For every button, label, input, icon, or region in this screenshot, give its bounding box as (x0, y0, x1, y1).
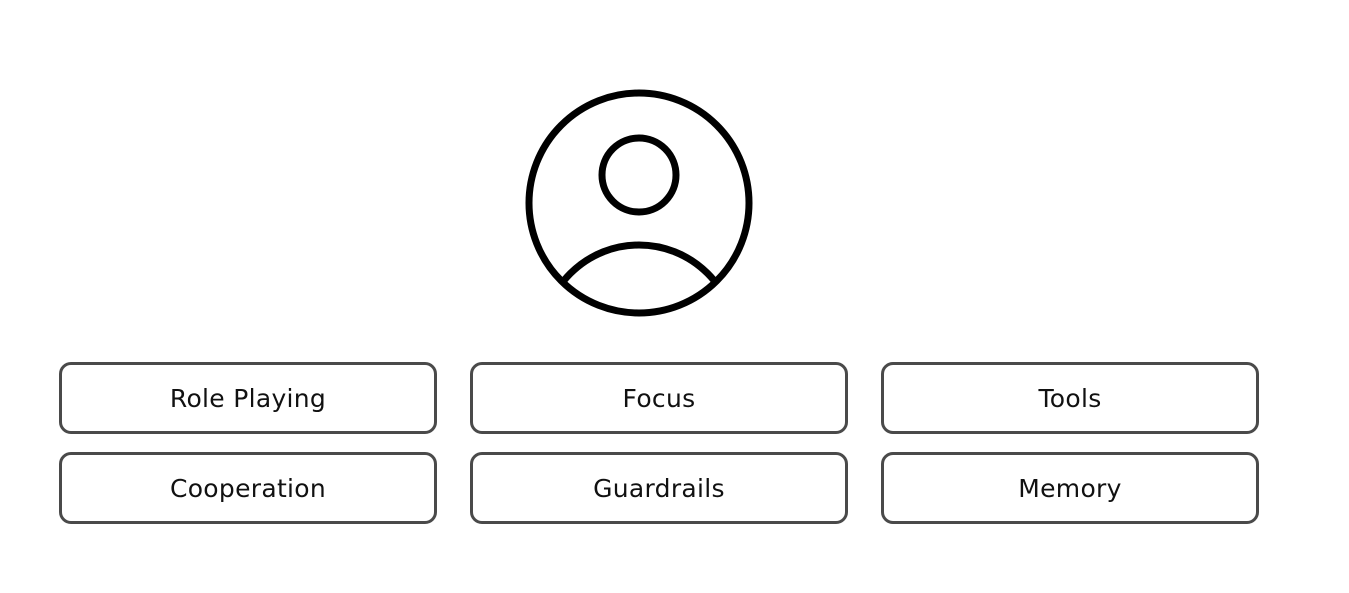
tile-guardrails: Guardrails (470, 452, 848, 524)
tile-label: Cooperation (169, 473, 327, 503)
tile-cooperation: Cooperation (59, 452, 437, 524)
tile-label: Tools (1038, 383, 1102, 413)
tile-role-playing: Role Playing (59, 362, 437, 434)
avatar-shoulders (538, 241, 740, 311)
tile-label: Memory (1018, 473, 1122, 503)
tile-label: Guardrails (593, 473, 725, 503)
tile-focus: Focus (470, 362, 848, 434)
avatar-head (598, 134, 680, 216)
user-avatar-icon (525, 89, 753, 317)
tile-memory: Memory (881, 452, 1259, 524)
avatar-outer-circle (525, 89, 753, 317)
tile-label: Focus (622, 383, 696, 413)
tile-tools: Tools (881, 362, 1259, 434)
tile-label: Role Playing (169, 383, 327, 413)
